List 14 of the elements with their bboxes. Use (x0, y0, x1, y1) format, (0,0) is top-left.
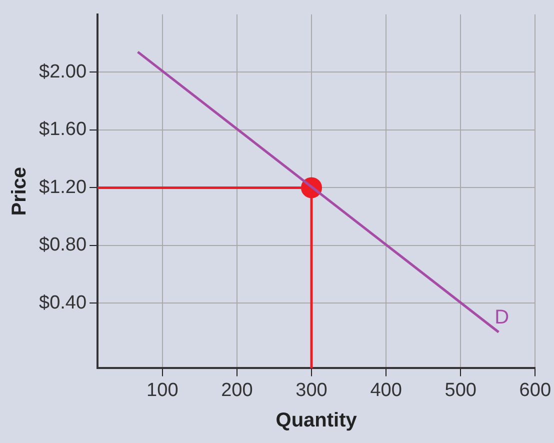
x-tick-label: 600 (519, 380, 551, 401)
x-axis-title: Quantity (276, 410, 358, 432)
series-label: D (494, 306, 510, 329)
y-tick-label: $0.40 (39, 292, 87, 314)
x-tick-label: 300 (296, 380, 328, 401)
x-tick-label: 200 (221, 380, 253, 401)
y-tick-label: $1.20 (39, 176, 87, 198)
y-axis-title: Price (8, 166, 31, 216)
x-tick-label: 400 (370, 380, 402, 401)
x-tick-label: 500 (444, 380, 476, 401)
x-tick-label: 100 (146, 380, 178, 401)
y-tick-label: $0.80 (39, 234, 87, 256)
y-tick-label: $1.60 (39, 119, 87, 140)
y-tick-label: $2.00 (39, 61, 87, 82)
